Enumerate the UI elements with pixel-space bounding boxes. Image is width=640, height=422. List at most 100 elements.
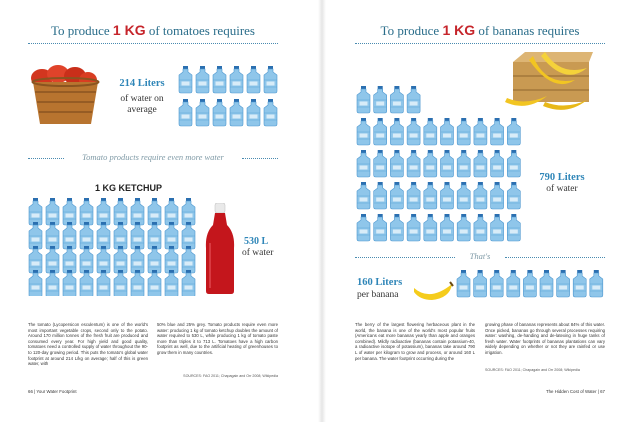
water-jug xyxy=(423,182,438,210)
water-jug xyxy=(556,270,570,298)
jug-label xyxy=(65,261,74,266)
jug-ridge xyxy=(473,195,487,204)
jug-cap xyxy=(186,198,191,201)
jug-ridge xyxy=(230,112,243,121)
title-text: To produce xyxy=(51,23,113,38)
water-jug xyxy=(373,182,388,210)
water-jug xyxy=(28,222,43,250)
jug-cap xyxy=(217,66,222,69)
jug-label xyxy=(409,197,418,202)
jug-label xyxy=(99,213,108,218)
jug-label xyxy=(443,133,451,138)
jug-label xyxy=(150,285,159,290)
jug-cap xyxy=(251,66,256,69)
jug-grid xyxy=(456,270,604,298)
jug-cap xyxy=(152,222,157,225)
jug-cap xyxy=(494,182,500,185)
jug-cap xyxy=(461,150,467,153)
jug-grid xyxy=(356,86,521,242)
jug-ridge xyxy=(390,227,404,236)
water-jug xyxy=(373,86,388,114)
tomato-basket xyxy=(31,65,100,124)
water-jug xyxy=(113,270,128,296)
jug-body xyxy=(96,224,111,250)
water-jug xyxy=(45,246,60,274)
jug-ridge xyxy=(114,259,127,268)
jug-label xyxy=(116,237,125,242)
jug-label xyxy=(167,285,176,290)
water-jug xyxy=(473,214,488,242)
water-jug xyxy=(440,118,454,146)
jug-cap xyxy=(477,118,483,121)
jug-ridge xyxy=(80,259,93,268)
jug-body xyxy=(406,152,421,178)
water-jug xyxy=(246,99,261,127)
jug-cap xyxy=(361,86,366,89)
jug-body xyxy=(572,272,587,298)
jug-label xyxy=(542,285,551,290)
jug-label xyxy=(65,237,74,242)
jug-cap xyxy=(427,182,433,185)
jug-cap xyxy=(427,150,433,153)
jug-body xyxy=(490,216,504,242)
jug-ridge xyxy=(440,131,454,140)
subheading: That's xyxy=(469,251,491,261)
jug-ridge xyxy=(247,112,260,121)
jug-label xyxy=(133,285,142,290)
water-jug xyxy=(423,150,438,178)
water-jug xyxy=(390,118,404,146)
jug-body xyxy=(28,224,43,250)
jug-cap xyxy=(511,182,517,185)
water-jug xyxy=(62,246,77,274)
jug-ridge xyxy=(80,211,93,220)
jug-cap xyxy=(444,214,450,217)
water-jug xyxy=(490,150,504,178)
jug-label xyxy=(509,285,518,290)
jug-body xyxy=(356,88,371,114)
jug-cap xyxy=(444,182,450,185)
jug-body xyxy=(79,272,94,296)
jug-label xyxy=(48,285,57,290)
jug-label xyxy=(116,285,125,290)
jug-ridge xyxy=(407,227,421,236)
jug-ridge xyxy=(46,283,59,292)
jug-label xyxy=(392,101,401,106)
jug-body xyxy=(130,224,145,250)
jug-cap xyxy=(118,222,123,225)
jug-cap xyxy=(494,214,500,217)
jug-body xyxy=(456,184,471,210)
jug-ridge xyxy=(80,283,93,292)
jug-label xyxy=(476,229,485,234)
jug-label xyxy=(525,285,534,290)
jug-body xyxy=(356,152,371,178)
jug-body xyxy=(113,200,128,226)
jug-body xyxy=(423,184,438,210)
jug-label xyxy=(559,285,568,290)
jug-label xyxy=(48,261,57,266)
jug-body xyxy=(181,224,196,250)
jug-body xyxy=(490,184,504,210)
jug-ridge xyxy=(457,131,471,140)
jug-cap xyxy=(427,118,433,121)
jug-cap xyxy=(461,118,467,121)
jug-label xyxy=(133,261,142,266)
jug-cap xyxy=(84,198,89,201)
jug-ridge xyxy=(357,131,370,140)
water-jug xyxy=(373,118,388,146)
jug-ridge xyxy=(148,283,161,292)
jug-ridge xyxy=(473,163,487,172)
water-jug xyxy=(28,246,43,274)
jug-label xyxy=(215,114,224,119)
amount: 790 Liters xyxy=(539,172,585,183)
sources: SOURCES: FAO 2011; Chapagain and Orr 200… xyxy=(183,374,278,378)
jug-label xyxy=(376,133,385,138)
jug-ridge xyxy=(507,131,521,140)
jug-cap xyxy=(33,222,38,225)
jug-label xyxy=(459,197,468,202)
jug-body xyxy=(28,272,43,296)
jug-body xyxy=(373,184,388,210)
water-jug xyxy=(96,198,111,226)
jug-ridge xyxy=(148,259,161,268)
jug-label xyxy=(82,213,91,218)
jug-body xyxy=(440,216,454,242)
